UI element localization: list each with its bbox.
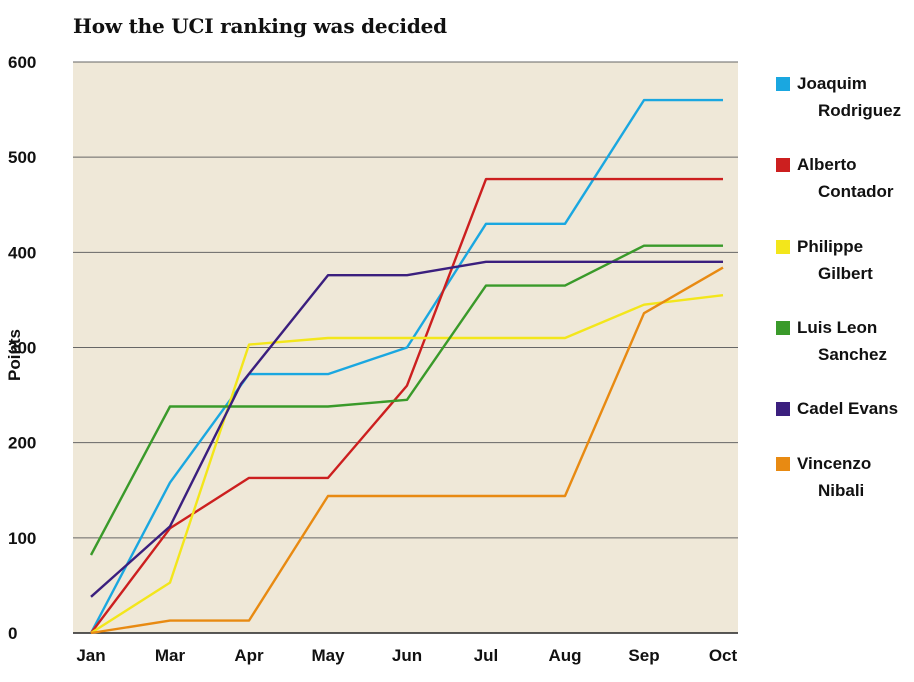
x-tick-label: Jan — [76, 646, 105, 665]
y-axis-label: Points — [5, 329, 24, 381]
legend-swatch — [776, 158, 790, 172]
series-line-cadel-evans — [90, 260, 723, 598]
legend-label: Vincenzo Nibali — [797, 454, 872, 500]
grid-lines — [73, 61, 738, 634]
series-lines — [89, 98, 724, 635]
y-tick-label: 100 — [8, 529, 36, 548]
legend-item-joaquim-rodriguez: Joaquim Rodriguez — [776, 70, 912, 124]
series-line-alberto-contador — [90, 177, 723, 634]
legend-item-alberto-contador: Alberto Contador — [776, 151, 912, 205]
legend-item-vincenzo-nibali: Vincenzo Nibali — [776, 450, 912, 504]
y-tick-label: 300 — [8, 339, 36, 358]
x-tick-labels: Jan Mar Apr May Jun Jul Aug Sep Oct — [76, 646, 737, 665]
series-line-joaquim-rodriguez — [89, 98, 723, 634]
legend-item-cadel-evans: Cadel Evans — [776, 395, 912, 422]
legend-swatch — [776, 457, 790, 471]
y-tick-label: 400 — [8, 243, 36, 262]
legend-item-luis-leon-sanchez: Luis Leon Sanchez — [776, 314, 912, 368]
series-line-philippe-gilbert — [90, 294, 724, 635]
legend-label: Luis Leon Sanchez — [797, 318, 887, 364]
y-tick-labels: 0 100 200 300 400 500 600 — [8, 53, 36, 643]
legend-label: Philippe Gilbert — [797, 237, 873, 283]
y-tick-label: 200 — [8, 434, 36, 453]
y-tick-label: 0 — [8, 624, 17, 643]
x-tick-label: Sep — [628, 646, 659, 665]
y-tick-label: 600 — [8, 53, 36, 72]
legend-label: Joaquim Rodriguez — [797, 74, 902, 120]
legend-label: Alberto Contador — [797, 155, 894, 201]
x-tick-label: Jul — [474, 646, 499, 665]
y-tick-label: 500 — [8, 148, 36, 167]
series-line-luis-leon-sanchez — [89, 244, 723, 556]
legend-swatch — [776, 240, 790, 254]
x-tick-label: Apr — [234, 646, 264, 665]
legend-label: Cadel Evans — [797, 399, 899, 418]
legend-swatch — [776, 402, 790, 416]
x-tick-label: Aug — [548, 646, 581, 665]
chart-title: How the UCI ranking was decided — [73, 14, 447, 38]
x-tick-label: Mar — [155, 646, 186, 665]
x-tick-label: May — [311, 646, 345, 665]
series-line-vincenzo-nibali — [90, 266, 724, 635]
legend-swatch — [776, 321, 790, 335]
legend-item-philippe-gilbert: Philippe Gilbert — [776, 233, 912, 287]
x-tick-label: Jun — [392, 646, 422, 665]
legend-swatch — [776, 77, 790, 91]
x-tick-label: Oct — [709, 646, 738, 665]
